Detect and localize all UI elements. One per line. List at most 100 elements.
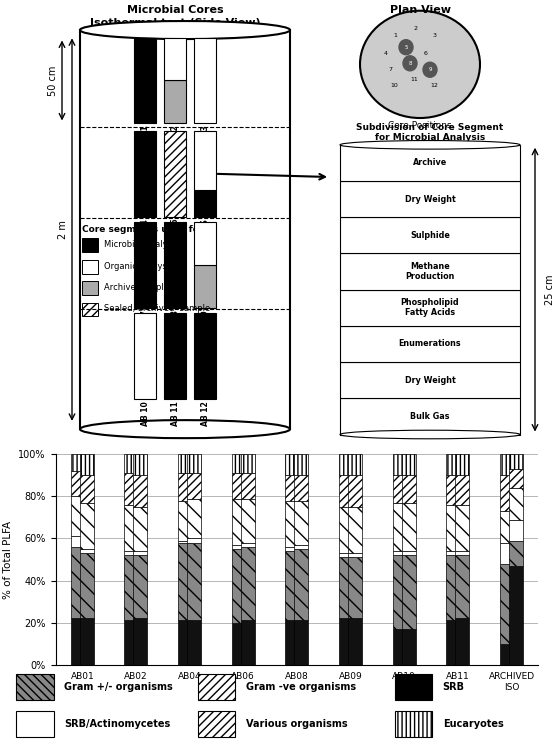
Bar bbox=[133, 551, 148, 555]
Bar bbox=[285, 454, 300, 475]
Bar bbox=[509, 566, 523, 665]
Bar bbox=[134, 38, 156, 123]
Bar bbox=[509, 454, 523, 469]
Text: 6: 6 bbox=[424, 51, 428, 56]
Bar bbox=[294, 475, 309, 501]
Bar bbox=[178, 543, 192, 620]
Text: 9: 9 bbox=[428, 68, 432, 72]
Bar bbox=[340, 181, 520, 217]
Bar bbox=[71, 536, 85, 547]
Bar bbox=[500, 511, 514, 543]
Bar bbox=[348, 454, 362, 475]
Bar bbox=[393, 551, 407, 555]
Text: AB 07: AB 07 bbox=[140, 310, 149, 335]
Text: AB 12: AB 12 bbox=[200, 401, 209, 426]
Text: Dry Weight: Dry Weight bbox=[405, 376, 455, 385]
Text: AB 11: AB 11 bbox=[170, 401, 179, 426]
Bar bbox=[294, 620, 309, 665]
Bar bbox=[500, 475, 514, 511]
Text: 2 m: 2 m bbox=[58, 220, 68, 239]
Bar bbox=[80, 618, 94, 665]
Bar bbox=[402, 555, 416, 629]
Bar bbox=[178, 620, 192, 665]
Text: 1: 1 bbox=[393, 33, 397, 38]
Bar bbox=[164, 222, 186, 308]
Bar bbox=[500, 644, 514, 665]
Text: 8: 8 bbox=[408, 61, 412, 66]
Bar bbox=[393, 475, 407, 502]
Bar bbox=[133, 618, 148, 665]
Bar bbox=[455, 555, 470, 618]
Bar bbox=[339, 475, 353, 507]
Text: Phospholipid
Fatty Acids: Phospholipid Fatty Acids bbox=[401, 298, 460, 318]
Bar bbox=[164, 38, 186, 80]
Bar bbox=[232, 544, 246, 549]
Ellipse shape bbox=[340, 140, 520, 149]
Text: AB 06: AB 06 bbox=[200, 219, 209, 243]
Text: Sulphide: Sulphide bbox=[410, 231, 450, 240]
Text: Methane
Production: Methane Production bbox=[405, 262, 455, 282]
Text: Gram -ve organisms: Gram -ve organisms bbox=[245, 682, 356, 692]
Text: SRB: SRB bbox=[443, 682, 465, 692]
Bar bbox=[133, 475, 148, 507]
Bar bbox=[178, 473, 192, 501]
Bar bbox=[194, 190, 216, 217]
Bar bbox=[340, 398, 520, 435]
Bar bbox=[340, 145, 520, 181]
Bar bbox=[402, 551, 416, 555]
Bar bbox=[509, 488, 523, 520]
Bar bbox=[340, 217, 520, 253]
Bar bbox=[194, 38, 216, 123]
Ellipse shape bbox=[360, 11, 480, 118]
Bar bbox=[80, 549, 94, 553]
Circle shape bbox=[399, 40, 413, 55]
Bar bbox=[133, 507, 148, 551]
Bar bbox=[339, 557, 353, 618]
Bar bbox=[80, 475, 94, 502]
Bar bbox=[393, 454, 407, 475]
Text: for Microbial Analysis: for Microbial Analysis bbox=[375, 133, 485, 142]
Bar bbox=[71, 496, 85, 536]
Bar bbox=[339, 553, 353, 557]
Bar bbox=[393, 629, 407, 665]
Bar bbox=[455, 618, 470, 665]
Bar bbox=[500, 543, 514, 564]
Text: Microbial analysis: Microbial analysis bbox=[104, 240, 179, 249]
Bar bbox=[509, 541, 523, 566]
Bar bbox=[80, 30, 290, 429]
Text: AB 09: AB 09 bbox=[200, 310, 209, 335]
Bar bbox=[187, 473, 201, 499]
Text: 12: 12 bbox=[430, 83, 438, 89]
Bar bbox=[187, 538, 201, 543]
Bar bbox=[124, 505, 139, 551]
Text: Subdivision of Core Segment: Subdivision of Core Segment bbox=[356, 123, 503, 132]
Bar bbox=[194, 222, 216, 265]
Text: Archive: Archive bbox=[413, 158, 447, 167]
Bar bbox=[446, 555, 461, 620]
Bar bbox=[340, 362, 520, 398]
Bar bbox=[446, 505, 461, 551]
Bar bbox=[82, 281, 98, 295]
Text: 11: 11 bbox=[410, 77, 418, 82]
Bar bbox=[455, 454, 470, 475]
Bar bbox=[82, 238, 98, 252]
Text: Microbial Cores: Microbial Cores bbox=[127, 5, 223, 15]
Circle shape bbox=[403, 56, 417, 71]
Bar bbox=[164, 131, 186, 217]
Ellipse shape bbox=[340, 430, 520, 439]
Bar bbox=[348, 618, 362, 665]
Bar bbox=[285, 620, 300, 665]
Bar bbox=[232, 623, 246, 665]
Bar bbox=[232, 454, 246, 473]
Bar bbox=[446, 454, 461, 475]
Text: Archive samples: Archive samples bbox=[104, 283, 173, 292]
Bar bbox=[446, 551, 461, 555]
Bar bbox=[500, 564, 514, 644]
Bar bbox=[285, 551, 300, 620]
Text: Sealed, archived  sample: Sealed, archived sample bbox=[104, 304, 210, 313]
Bar bbox=[241, 543, 255, 547]
Bar bbox=[82, 260, 98, 273]
Bar bbox=[232, 499, 246, 544]
Text: SRB/Actinomycetes: SRB/Actinomycetes bbox=[64, 719, 170, 729]
Bar bbox=[340, 253, 520, 290]
